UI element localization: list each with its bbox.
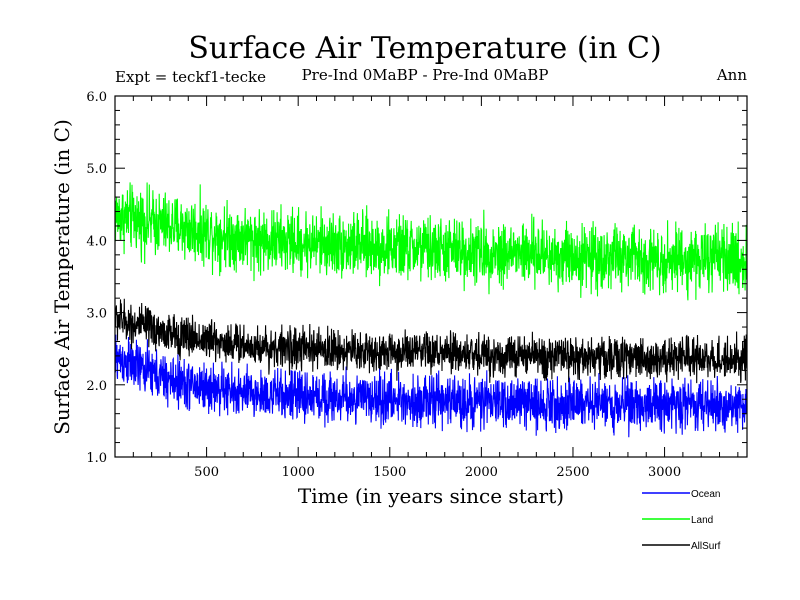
chart-title: Surface Air Temperature (in C) (188, 31, 661, 66)
y-tick-label: 4.0 (86, 234, 107, 249)
y-axis: 1.0 2.0 3.0 4.0 5.0 6.0 (86, 90, 747, 466)
plot-frame (114, 95, 748, 458)
x-tick-label: 1000 (282, 465, 315, 480)
series-line-allsurf (114, 298, 748, 384)
x-tick-label: 500 (194, 465, 219, 480)
legend-label-land: Land (691, 515, 713, 526)
legend-label-allsurf: AllSurf (691, 541, 721, 552)
x-axis: 500 1000 1500 2000 2500 3000 (132, 96, 739, 480)
y-tick-label: 2.0 (86, 379, 107, 394)
y-tick-label: 1.0 (86, 451, 107, 466)
legend: Ocean Land AllSurf (642, 489, 721, 552)
series-layer (114, 182, 748, 438)
y-tick-label: 3.0 (86, 307, 107, 322)
subtitle-season: Ann (716, 66, 747, 84)
series-line-ocean (114, 334, 748, 438)
y-tick-label: 6.0 (86, 90, 107, 105)
series-line-land (114, 182, 748, 301)
subtitle-experiment: Expt = teckf1-tecke (115, 68, 266, 86)
legend-label-ocean: Ocean (691, 489, 720, 500)
x-tick-label: 2500 (556, 465, 589, 480)
y-axis-label: Surface Air Temperature (in C) (50, 119, 74, 435)
x-axis-label: Time (in years since start) (298, 484, 564, 508)
x-tick-label: 1500 (373, 465, 406, 480)
y-tick-label: 5.0 (86, 162, 107, 177)
x-tick-label: 2000 (465, 465, 498, 480)
x-tick-label: 3000 (648, 465, 681, 480)
subtitle-periods: Pre-Ind 0MaBP - Pre-Ind 0MaBP (302, 66, 549, 84)
